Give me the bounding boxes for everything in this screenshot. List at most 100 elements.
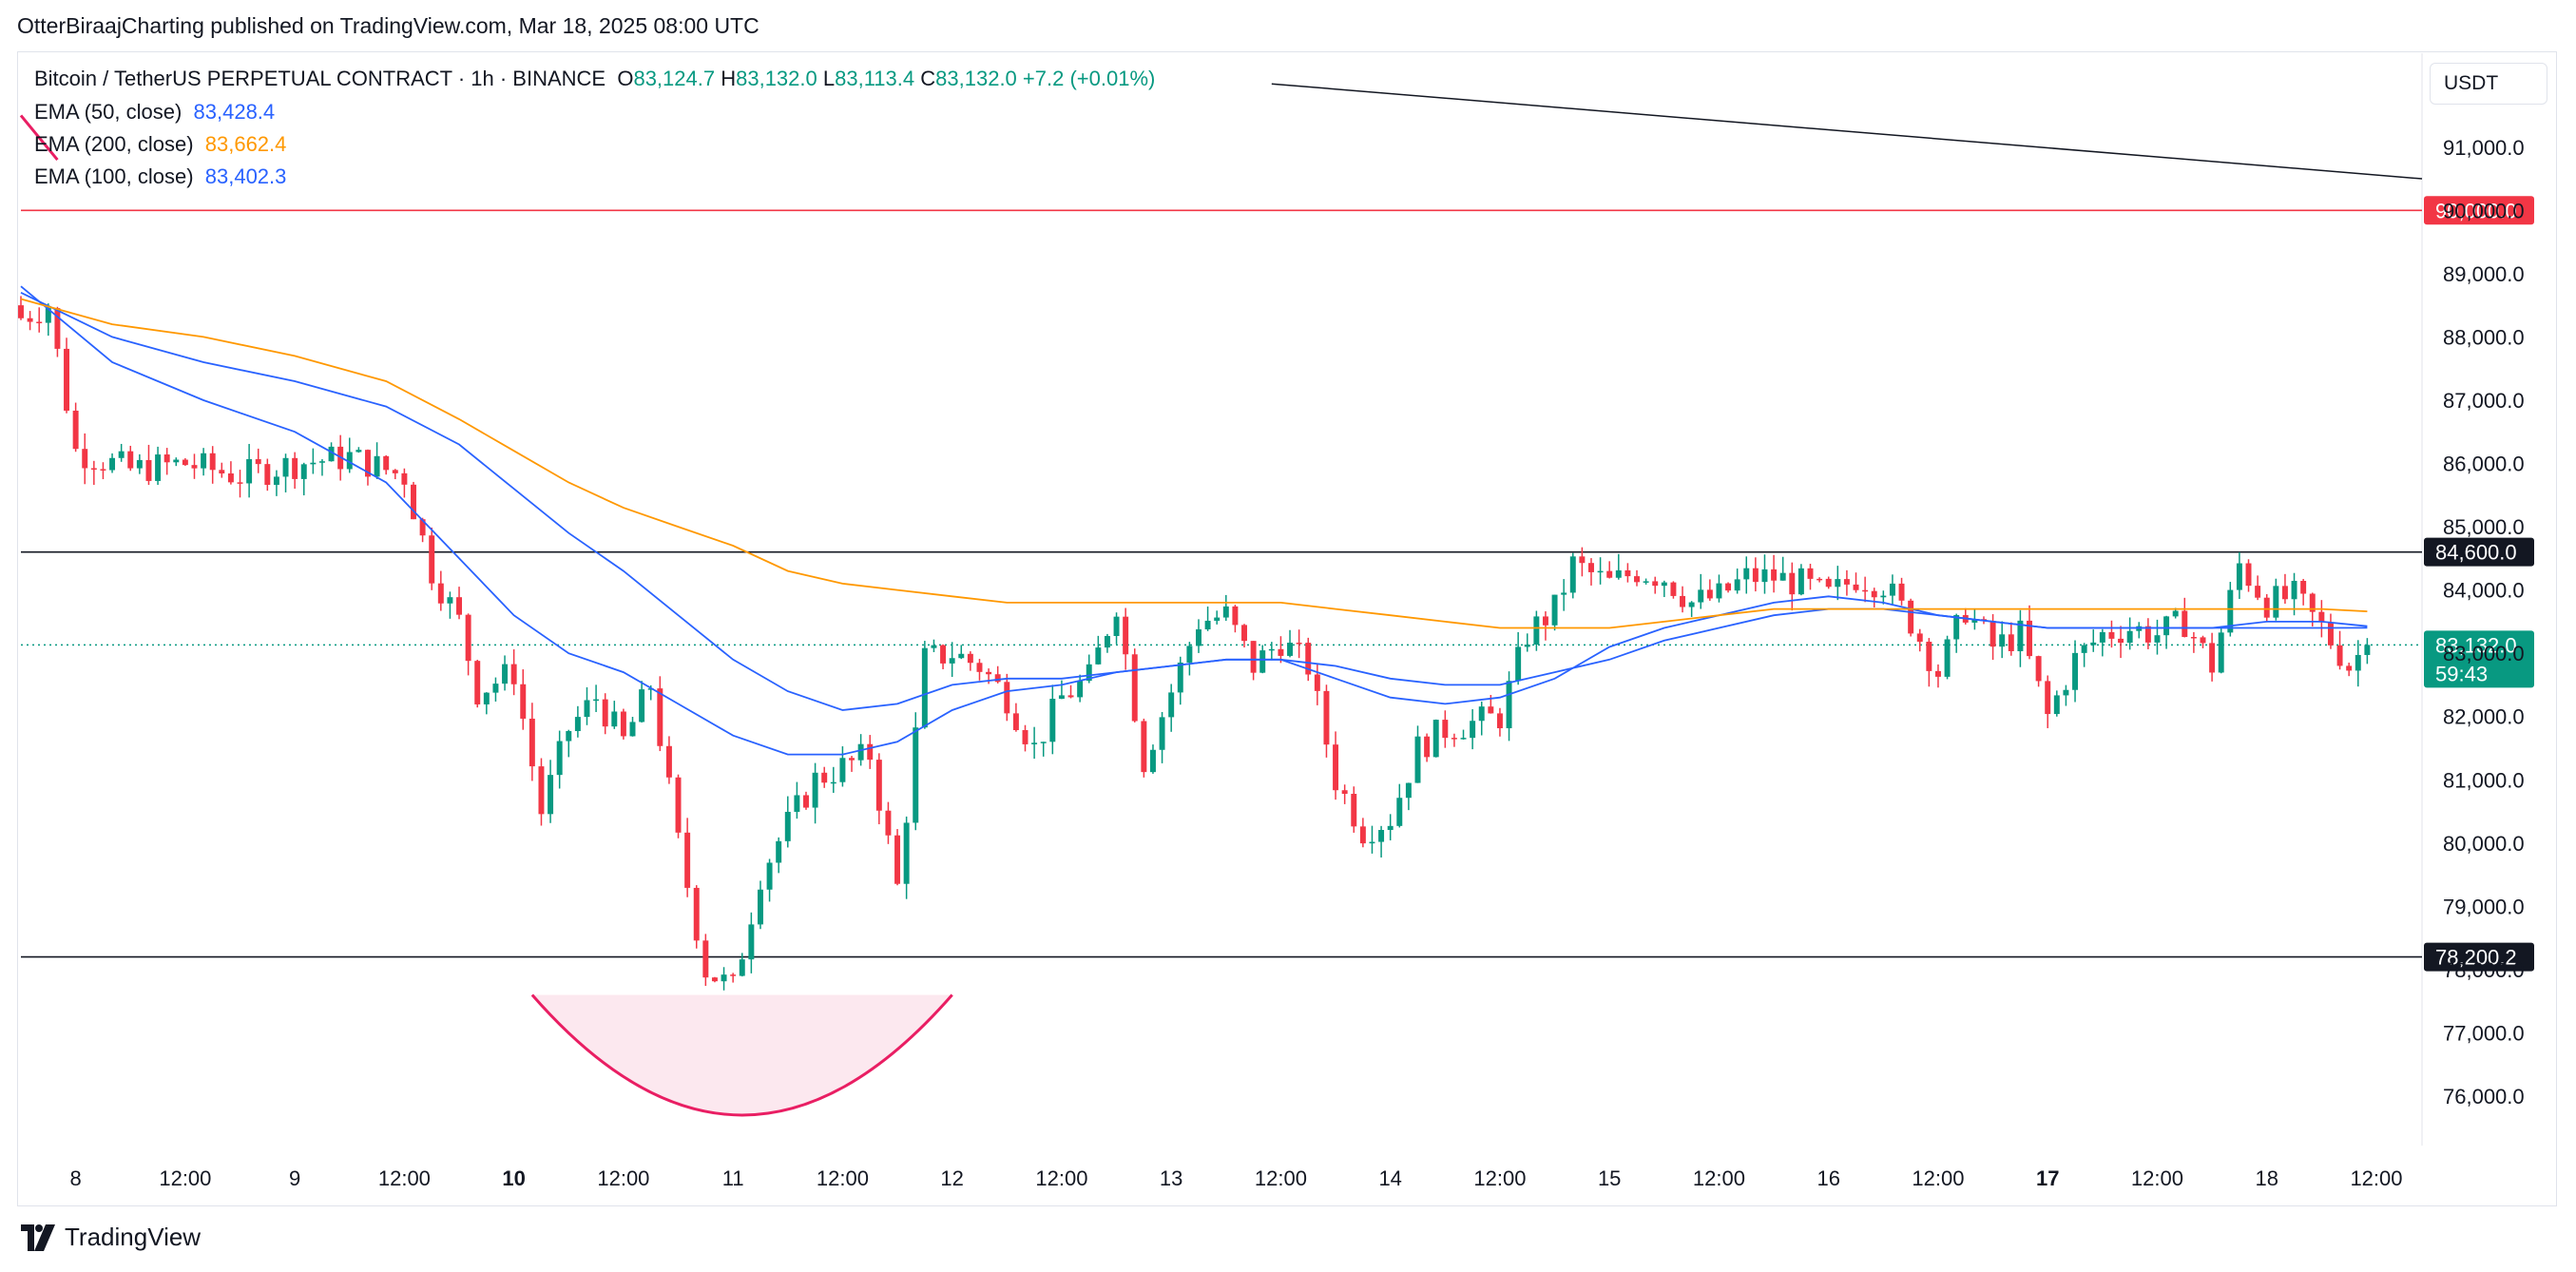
candle-body	[1916, 633, 1923, 643]
candle-body	[209, 453, 216, 471]
time-tick-label: 12:00	[1912, 1166, 1964, 1190]
candle-body	[1670, 582, 1677, 596]
candle-body	[1004, 682, 1010, 714]
time-tick-label: 12:00	[159, 1166, 211, 1190]
candle-body	[318, 461, 325, 463]
candle-body	[1990, 621, 1996, 647]
candle-body	[155, 454, 162, 481]
pink-drawing-segment	[19, 114, 59, 162]
candle-body	[611, 711, 618, 727]
candle-body	[784, 811, 791, 841]
candle-body	[1542, 616, 1548, 626]
candle-body	[2035, 656, 2042, 682]
time-tick-label: 12:00	[597, 1166, 649, 1190]
candle-body	[1323, 690, 1330, 745]
footer-brand-text: TradingView	[65, 1223, 202, 1251]
candle-body	[739, 959, 745, 976]
candle-body	[219, 470, 225, 474]
candle-body	[1049, 699, 1056, 742]
candle-body	[1752, 568, 1759, 583]
candle-body	[1314, 674, 1320, 691]
candle-body	[2099, 631, 2105, 643]
candle-body	[766, 862, 773, 890]
price-tick-label: 76,000.0	[2443, 1085, 2525, 1108]
candle-body	[885, 810, 892, 836]
time-tick-label: 12:00	[2131, 1166, 2183, 1190]
candle-body	[958, 653, 965, 659]
candle-body	[1506, 681, 1512, 729]
candle-body	[529, 718, 535, 767]
ema200-value: 83,662.4	[204, 132, 287, 156]
candle-body	[1222, 606, 1229, 618]
candle-body	[1889, 583, 1895, 596]
candle-body	[1880, 595, 1887, 598]
level-84600-label-bg	[2424, 537, 2534, 567]
candle-body	[1214, 617, 1221, 621]
currency-selector-button[interactable]: USDT	[2430, 63, 2547, 105]
candle-body	[1771, 569, 1778, 581]
candle-body	[356, 450, 362, 453]
price-tick-label: 84,000.0	[2443, 579, 2525, 603]
candle-body	[1797, 568, 1804, 595]
ema50-legend[interactable]: EMA (50, close) 83,428.4	[34, 100, 275, 125]
time-tick-label: 12:00	[1473, 1166, 1526, 1190]
candle-body	[1862, 589, 1869, 592]
ema200-legend[interactable]: EMA (200, close) 83,662.4	[34, 132, 286, 157]
price-tick-label: 83,000.0	[2443, 642, 2525, 665]
ema50-label: EMA (50, close)	[34, 100, 183, 124]
price-tick-label: 78,000.0	[2443, 958, 2525, 982]
time-tick-label: 14	[1378, 1166, 1401, 1190]
time-tick-label: 12:00	[2350, 1166, 2402, 1190]
tradingview-logo-icon	[21, 1224, 55, 1251]
candle-body	[2245, 563, 2252, 587]
candle-body	[173, 459, 180, 463]
candle-body	[2309, 593, 2316, 612]
candle-body	[36, 321, 43, 324]
candle-body	[602, 699, 608, 727]
candle-body	[2027, 620, 2032, 657]
candle-body	[282, 457, 289, 477]
candle-body	[1168, 692, 1175, 718]
candle-body	[1725, 583, 1732, 591]
price-tick-label: 79,000.0	[2443, 895, 2525, 918]
candle-body	[2364, 645, 2371, 655]
ema100-legend[interactable]: EMA (100, close) 83,402.3	[34, 164, 286, 189]
candle-body	[182, 459, 188, 466]
candle-body	[1561, 592, 1567, 595]
candle-body	[374, 455, 380, 477]
candle-body	[109, 457, 116, 471]
candle-body	[2273, 586, 2279, 618]
candle-body	[82, 449, 88, 469]
candle-body	[2236, 563, 2242, 590]
candle-body	[1196, 629, 1201, 646]
candle-body	[949, 658, 955, 664]
candle-body	[1926, 642, 1932, 671]
candle-body	[1259, 650, 1266, 673]
candle-body	[1835, 579, 1841, 588]
candle-body	[1031, 742, 1038, 744]
candle-body	[647, 688, 654, 690]
candle-body	[1606, 570, 1613, 578]
symbol-legend[interactable]: Bitcoin / TetherUS PERPETUAL CONTRACT · …	[34, 67, 1155, 91]
candle-body	[1341, 790, 1348, 794]
candle-body	[2172, 610, 2179, 617]
candle-body	[246, 459, 253, 484]
candle-body	[1378, 830, 1385, 842]
candle-body	[1478, 706, 1485, 722]
candle-body	[994, 674, 1001, 683]
tradingview-brand[interactable]: TradingView	[17, 1223, 201, 1252]
candle-body	[1396, 798, 1403, 826]
candle-body	[1040, 742, 1047, 743]
candle-body	[702, 940, 709, 978]
candle-body	[1898, 583, 1905, 601]
candle-body	[1022, 729, 1028, 744]
candle-body	[100, 469, 106, 471]
candle-body	[465, 614, 471, 662]
candle-body	[1934, 670, 1941, 677]
time-tick-label: 12:00	[817, 1166, 869, 1190]
candle-body	[1551, 594, 1558, 626]
candlesticks	[18, 296, 2371, 991]
candle-body	[1369, 841, 1375, 844]
candle-body	[2182, 610, 2188, 638]
